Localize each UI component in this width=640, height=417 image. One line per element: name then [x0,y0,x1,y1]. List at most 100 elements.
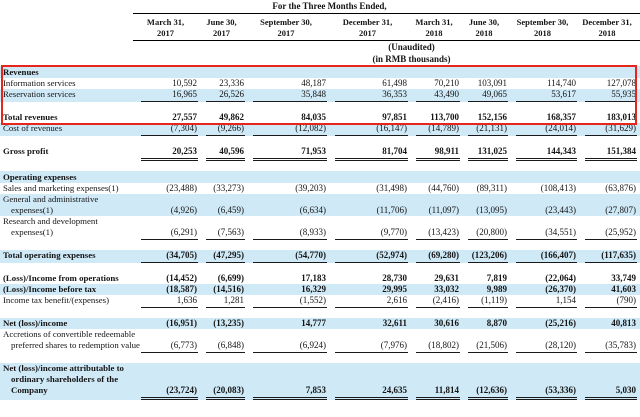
cell-value: 1,154 [508,295,577,308]
cell-number: (31,629) [605,123,636,133]
cell-value: (21,506) [460,340,508,353]
cell-value: 7,853 [245,385,327,400]
column-header-line: 2017 [157,28,174,38]
cell-value: (13,235) [198,318,245,329]
cell-number: (11,097) [428,205,459,215]
cell-number: (6,924) [299,340,326,350]
cell-number: (44,760) [428,183,459,193]
cell-value: (25,952) [577,227,637,240]
cell-value: (18,587) [133,284,198,295]
row-label: Income tax benefit/(expenses) [0,295,133,308]
column-header-line: 2018 [475,28,493,38]
cell-value: (12,082) [245,123,327,136]
row-label-line: Revenues [3,67,39,77]
cell-value: 40,596 [198,146,245,161]
cell-value: 168,357 [508,112,577,123]
row-label: Research and development expenses(1) [0,216,133,240]
cell-number: (14,452) [166,273,197,283]
cell-value: (63,876) [577,183,637,194]
cell-number: (6,459) [217,205,244,215]
cell-value: 1,636 [133,295,198,308]
cell-number: (13,095) [476,205,507,215]
cell-value: 28,730 [327,273,408,284]
cell-number: 113,700 [430,112,459,122]
column-header-line: June 30, [468,17,500,27]
column-header-line: December 31, [582,17,632,27]
cell-value: 152,156 [460,112,508,123]
spacer-row [0,136,640,146]
cell-value: 20,253 [133,146,198,161]
cell-value: 70,210 [408,78,460,89]
column-header-line: September 30, [260,17,312,27]
cell-value: 98,911 [408,146,460,161]
row-label: Reservation services [0,89,133,102]
cell-number: 103,091 [477,78,507,88]
cell-number: (6,699) [217,273,244,283]
cell-value: (6,773) [133,340,198,353]
cell-value: (4,926) [133,205,198,216]
column-header-line: June 30, [206,17,237,27]
table-row: (Loss)/Income before tax (18,587) (14,516)… [0,284,640,295]
column-headers-row: March 31, 2017 June 30, 2017 September 30, 20… [0,14,640,41]
cell-number: 152,156 [477,112,507,122]
cell-value: 14,777 [245,318,327,329]
column-header-line: 2017 [277,28,295,38]
cell-value: 9,989 [460,284,508,295]
cell-value: (16,951) [133,318,198,329]
label-column-spacer [0,0,133,14]
cell-number: (7,976) [380,340,407,350]
cell-value: 113,700 [408,112,460,123]
cell-value: 41,603 [577,284,637,295]
row-label-line: Accretions of convertible redeemable [3,329,136,339]
cell-number: (11,706) [376,205,407,215]
column-header-line: March 31, [415,17,453,27]
cell-number: (20,800) [476,227,507,237]
cell-value: 10,592 [133,78,198,89]
cell-number: 36,353 [382,89,407,99]
cell-number: (63,876) [605,183,636,193]
cell-value: (28,120) [508,340,577,353]
cell-value: (7,304) [133,123,198,136]
table-header-title-row: For the Three Months Ended, [0,0,640,14]
row-label: Operating expenses [0,172,640,183]
cell-value: (13,095) [460,205,508,216]
cell-number: (23,443) [545,205,576,215]
units-note-row: (in RMB thousands) [0,53,640,66]
cell-number: (6,291) [170,227,197,237]
cell-number: 24,635 [382,385,407,395]
cell-value: 183,013 [577,112,637,123]
spacer-row [0,263,640,273]
table-row: Total operating expenses (34,705) (47,295)… [0,250,640,263]
row-label-line: Operating expenses [3,172,77,182]
cell-number: (16,147) [376,123,407,133]
cell-number: (123,206) [471,250,507,260]
row-label-line: Net (loss)/income [3,318,68,328]
cell-value: (14,789) [408,123,460,136]
cell-number: 53,617 [551,89,576,99]
cell-number: (2,416) [432,295,459,305]
cell-number: 81,704 [382,146,407,156]
cell-number: (33,273) [213,183,244,193]
cell-number: 9,989 [486,284,507,294]
cell-number: (16,951) [166,318,197,328]
row-label-line: Sales and marketing expenses(1) [3,183,119,193]
cell-value: (2,416) [408,295,460,308]
cell-value: (18,802) [408,340,460,353]
table-row: (Loss)/Income from operations (14,452) (6,… [0,273,640,284]
table-row: Income tax benefit/(expenses) 1,636 1,281 (… [0,295,640,308]
row-label-line: (Loss)/Income before tax [3,284,97,294]
cell-number: (21,131) [476,123,507,133]
cell-value: 8,870 [460,318,508,329]
cell-value: (11,706) [327,205,408,216]
cell-number: (13,235) [213,318,244,328]
cell-number: 84,035 [301,112,326,122]
cell-number: 55,935 [611,89,636,99]
column-header-line: 2018 [598,28,616,38]
cell-number: (20,083) [213,385,244,395]
cell-value: (790) [577,295,637,308]
cell-number: (23,488) [166,183,197,193]
cell-number: (24,014) [545,123,576,133]
row-label: Total operating expenses [0,250,133,263]
row-label: Cost of revenues [0,123,133,136]
cell-number: 8,870 [486,318,507,328]
